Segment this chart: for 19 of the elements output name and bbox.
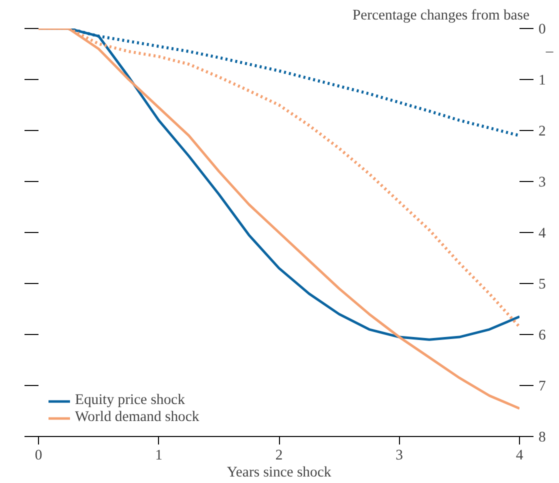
x-tick-label: 1 [155,448,162,464]
y-tick-label: 4 [538,226,546,242]
text: – [544,43,554,60]
legend-label: World demand shock [75,409,200,426]
x-tick-label: 2 [275,448,283,464]
y-tick-label: 0 [538,22,546,38]
x-tick-label: 4 [516,448,524,464]
y-tick-label: 2 [538,124,546,140]
y-axis-title: Percentage changes from base [352,8,530,24]
y-tick-label: 7 [538,378,546,394]
legend-label: Equity price shock [75,392,185,409]
y-tick-label: 6 [538,328,546,344]
x-tick-label: 3 [396,448,403,464]
y-tick-label: 3 [538,174,546,190]
x-axis-title: Years since shock [226,464,332,480]
y-tick-label: 5 [538,276,546,292]
y-tick-label: 8 [538,430,546,446]
x-tick-label: 0 [34,448,42,464]
y-tick-label: 1 [538,72,546,88]
